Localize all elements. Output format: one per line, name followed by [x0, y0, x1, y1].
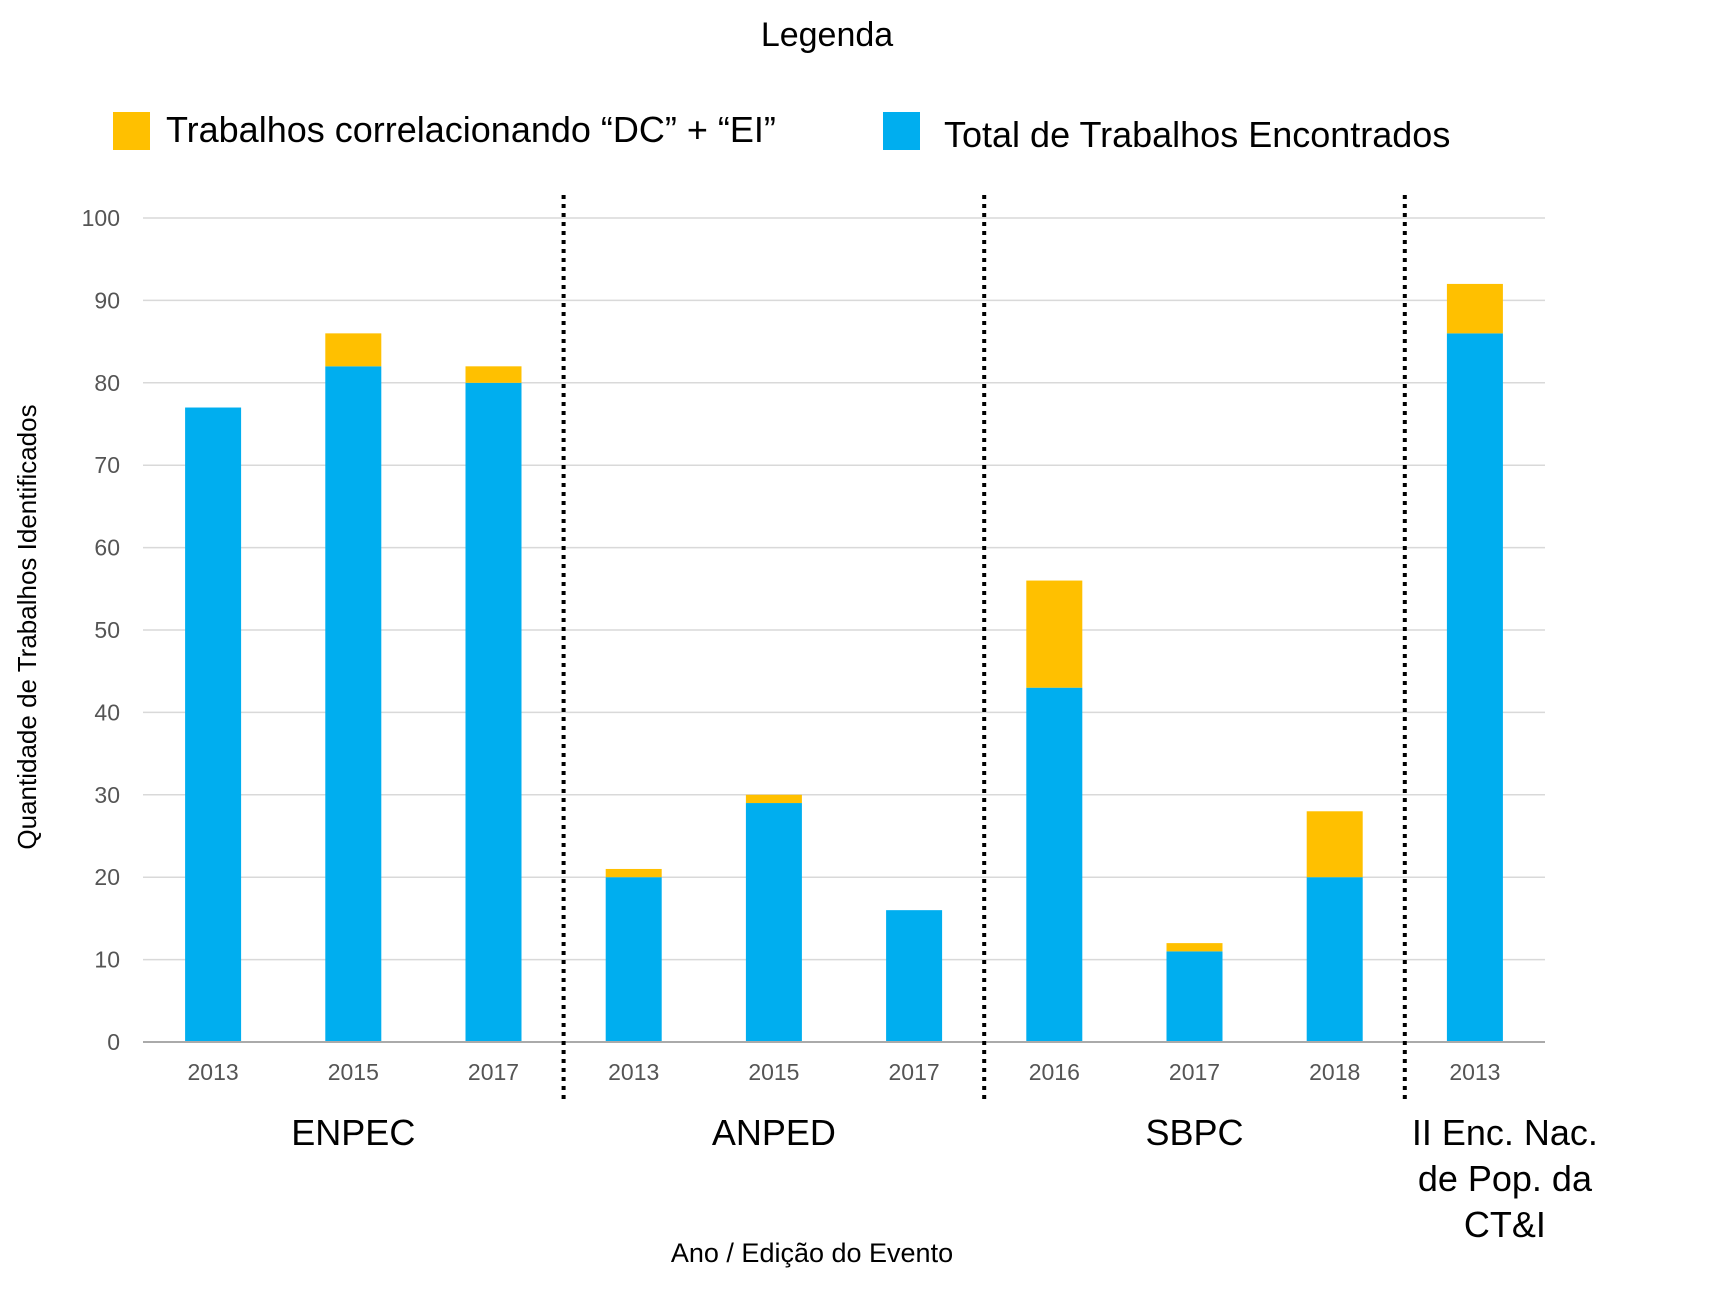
- y-tick-label-90: 90: [94, 287, 120, 313]
- y-tick-label-40: 40: [94, 699, 120, 725]
- group-label-0: ENPEC: [291, 1112, 415, 1153]
- x-tick-label-0: 2013: [188, 1059, 239, 1085]
- legend-label-0: Trabalhos correlacionando “DC” + “EI”: [166, 109, 776, 150]
- bar-total-3: [605, 877, 662, 1042]
- bar-total-9: [1446, 333, 1503, 1042]
- bar-dc-ei-9: [1446, 283, 1503, 334]
- bar-dc-ei-2: [465, 366, 522, 383]
- y-tick-label-20: 20: [94, 864, 120, 890]
- group-label-line: ENPEC: [291, 1112, 415, 1153]
- bar-total-1: [325, 366, 382, 1042]
- y-tick-label-10: 10: [94, 947, 120, 973]
- bar-total-6: [1026, 687, 1083, 1042]
- group-label-1: ANPED: [712, 1112, 836, 1153]
- bar-dc-ei-3: [605, 868, 662, 878]
- legend-label-1: Total de Trabalhos Encontrados: [944, 114, 1450, 155]
- y-tick-label-60: 60: [94, 535, 120, 561]
- x-tick-label-9: 2013: [1449, 1059, 1500, 1085]
- x-tick-label-5: 2017: [889, 1059, 940, 1085]
- legend-swatch-0: [113, 112, 150, 150]
- y-tick-label-70: 70: [94, 452, 120, 478]
- bar-total-2: [465, 382, 522, 1042]
- x-tick-label-7: 2017: [1169, 1059, 1220, 1085]
- x-tick-label-4: 2015: [748, 1059, 799, 1085]
- x-axis-label: Ano / Edição do Evento: [671, 1238, 953, 1268]
- bars: [185, 283, 1503, 1042]
- bar-dc-ei-4: [745, 794, 802, 804]
- bar-total-7: [1166, 951, 1223, 1042]
- bar-dc-ei-1: [325, 333, 382, 367]
- bar-dc-ei-7: [1166, 943, 1223, 952]
- group-label-line: ANPED: [712, 1112, 836, 1153]
- y-tick-label-0: 0: [107, 1029, 120, 1055]
- y-tick-label-50: 50: [94, 617, 120, 643]
- group-label-line: CT&I: [1464, 1204, 1546, 1245]
- x-tick-label-1: 2015: [328, 1059, 379, 1085]
- bar-total-4: [745, 803, 802, 1042]
- legend-swatch-1: [883, 112, 920, 150]
- bar-total-0: [185, 407, 242, 1042]
- x-tick-label-6: 2016: [1029, 1059, 1080, 1085]
- legend-title: Legenda: [761, 16, 893, 54]
- x-tick-label-3: 2013: [608, 1059, 659, 1085]
- group-label-line: de Pop. da: [1418, 1158, 1593, 1199]
- bar-total-5: [886, 910, 943, 1042]
- x-tick-label-2: 2017: [468, 1059, 519, 1085]
- y-tick-label-30: 30: [94, 782, 120, 808]
- group-label-line: SBPC: [1145, 1112, 1243, 1153]
- x-tick-label-8: 2018: [1309, 1059, 1360, 1085]
- bar-dc-ei-8: [1306, 811, 1363, 878]
- group-label-3: II Enc. Nac. de Pop. da CT&I: [1412, 1112, 1598, 1245]
- group-label-line: II Enc. Nac.: [1412, 1112, 1598, 1153]
- group-label-2: SBPC: [1145, 1112, 1243, 1153]
- bar-dc-ei-6: [1026, 580, 1083, 688]
- y-tick-label-100: 100: [82, 205, 120, 231]
- bar-total-8: [1306, 877, 1363, 1042]
- y-axis-label: Quantidade de Trabalhos Identificados: [12, 404, 42, 849]
- y-tick-label-80: 80: [94, 370, 120, 396]
